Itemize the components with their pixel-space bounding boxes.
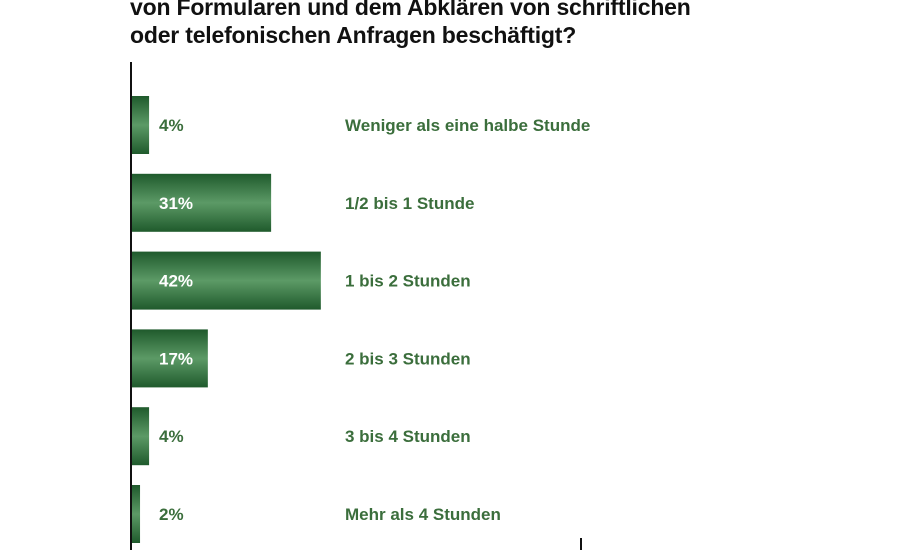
category-label-1: 1/2 bis 1 Stunde [345, 194, 474, 213]
bar-3 [131, 329, 208, 388]
bar-value-label-0: 4% [159, 116, 184, 135]
chart-title: von Formularen und dem Abklären von schr… [130, 0, 890, 49]
bar-value-label-1: 31% [159, 194, 193, 213]
chart-title-line-1: von Formularen und dem Abklären von schr… [130, 0, 691, 20]
bar-value-label-3: 17% [159, 349, 193, 368]
bar-value-label-5: 2% [159, 505, 184, 524]
bar-value-label-2: 42% [159, 272, 193, 291]
bar-4 [131, 407, 150, 466]
category-label-4: 3 bis 4 Stunden [345, 427, 471, 446]
bar-5 [131, 485, 141, 543]
category-label-2: 1 bis 2 Stunden [345, 272, 471, 291]
bar-2 [131, 251, 321, 310]
category-label-3: 2 bis 3 Stunden [345, 349, 471, 368]
chart-title-line-2: oder telefonischen Anfragen beschäftigt? [130, 22, 577, 48]
bar-1 [131, 173, 272, 232]
category-label-0: Weniger als eine halbe Stunde [345, 116, 590, 135]
bar-0 [131, 96, 150, 154]
bar-value-label-4: 4% [159, 427, 184, 446]
category-label-5: Mehr als 4 Stunden [345, 505, 501, 524]
